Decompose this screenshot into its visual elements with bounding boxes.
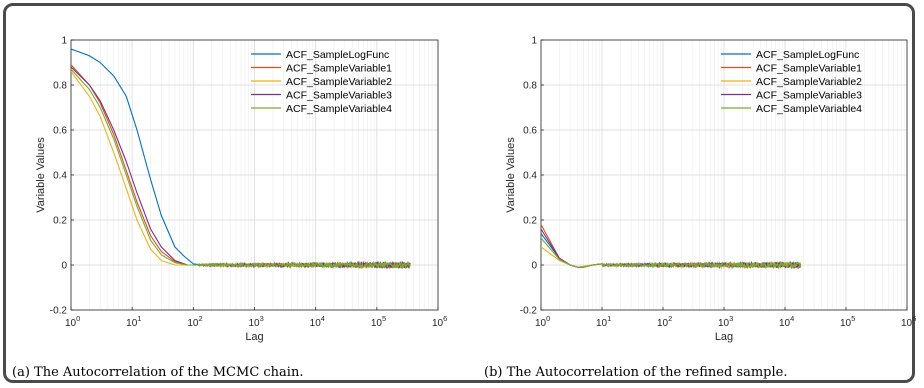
y-tick-label: 1 (531, 36, 537, 47)
legend-entry: ACF_SampleVariable1 (756, 62, 862, 74)
legend-entry: ACF_SampleLogFunc (756, 49, 859, 61)
legend-entry: ACF_SampleVariable3 (756, 89, 862, 101)
x-axis-label: Lag (715, 331, 733, 343)
y-tick-label: 0.2 (523, 216, 537, 227)
legend-entry: ACF_SampleLogFunc (286, 49, 389, 61)
caption-b: (b) The Autocorrelation of the refined s… (484, 365, 787, 380)
y-tick-label: 0.8 (523, 81, 537, 92)
y-tick-label: 0.6 (53, 126, 67, 137)
y-axis-label: Variable Values (35, 137, 47, 213)
legend-entry: ACF_SampleVariable4 (286, 103, 392, 115)
y-tick-label: 0 (531, 261, 537, 272)
x-tick-label: 101 (596, 314, 611, 329)
legend-entry: ACF_SampleVariable1 (286, 62, 392, 74)
x-tick-label: 102 (187, 314, 202, 329)
x-tick-label: 106 (901, 314, 916, 329)
x-tick-label: 103 (718, 314, 733, 329)
x-tick-label: 100 (65, 314, 80, 329)
x-axis-label: Lag (245, 331, 263, 343)
y-tick-label: 0.6 (523, 126, 537, 137)
y-axis-label: Variable Values (505, 137, 517, 213)
x-tick-label: 105 (371, 314, 386, 329)
chart-panel-b: 100 101 102 103 104 105 106 -0.2 0 0.2 0.4 0.6 0.8 1 L… (505, 36, 916, 344)
x-tick-label: 100 (535, 314, 550, 329)
x-tick-label: 104 (779, 314, 794, 329)
legend-entry: ACF_SampleVariable4 (756, 103, 862, 115)
x-tick-label: 101 (126, 314, 141, 329)
legend-entry: ACF_SampleVariable2 (286, 76, 392, 88)
y-tick-label: 0 (61, 261, 67, 272)
x-tick-label: 102 (657, 314, 672, 329)
y-tick-label: 0.4 (523, 171, 537, 182)
y-tick-label: -0.2 (520, 306, 538, 317)
y-tick-label: 0.2 (53, 216, 67, 227)
y-tick-label: -0.2 (50, 306, 68, 317)
x-tick-label: 106 (432, 314, 447, 329)
y-tick-label: 1 (61, 36, 67, 47)
series-group (71, 48, 411, 270)
series-group (541, 224, 802, 270)
caption-a: (a) The Autocorrelation of the MCMC chai… (12, 365, 303, 380)
series-line-ACF_SampleVariable4 (71, 68, 411, 269)
y-tick-label: 0.8 (53, 81, 67, 92)
series-line-ACF_SampleVariable4 (541, 237, 802, 270)
x-tick-label: 105 (840, 314, 855, 329)
x-tick-label: 104 (310, 314, 325, 329)
y-tick-label: 0.4 (53, 171, 67, 182)
legend-entry: ACF_SampleVariable2 (756, 76, 862, 88)
legend-entry: ACF_SampleVariable3 (286, 89, 392, 101)
chart-panel-a: 100 101 102 103 104 105 106 -0.2 0 0.2 0.4 0.6 0.8 1 L… (35, 36, 447, 344)
x-tick-label: 103 (249, 314, 264, 329)
